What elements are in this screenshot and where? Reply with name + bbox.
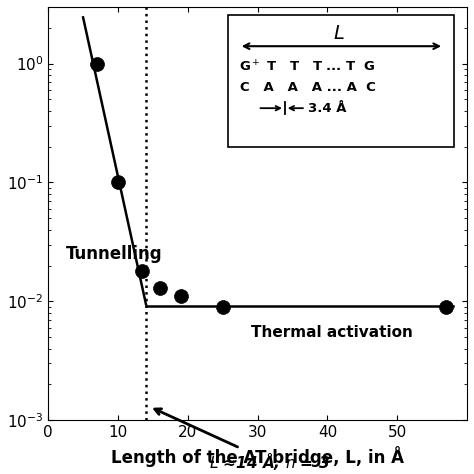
Text: G$^+$ T   T   T ... T  G: G$^+$ T T T ... T G xyxy=(239,59,375,74)
Text: C   A   A   A ... A  C: C A A A ... A C xyxy=(240,81,376,94)
Text: 3.4 Å: 3.4 Å xyxy=(308,102,346,115)
FancyBboxPatch shape xyxy=(228,15,455,147)
Text: $L$ ≈14 Å, $n$ = 3: $L$ ≈14 Å, $n$ = 3 xyxy=(155,409,329,472)
Text: Tunnelling: Tunnelling xyxy=(65,245,162,263)
Text: $L$: $L$ xyxy=(333,24,345,43)
X-axis label: Length of the AT bridge, L, in Å: Length of the AT bridge, L, in Å xyxy=(111,446,404,466)
Text: Thermal activation: Thermal activation xyxy=(251,325,412,340)
